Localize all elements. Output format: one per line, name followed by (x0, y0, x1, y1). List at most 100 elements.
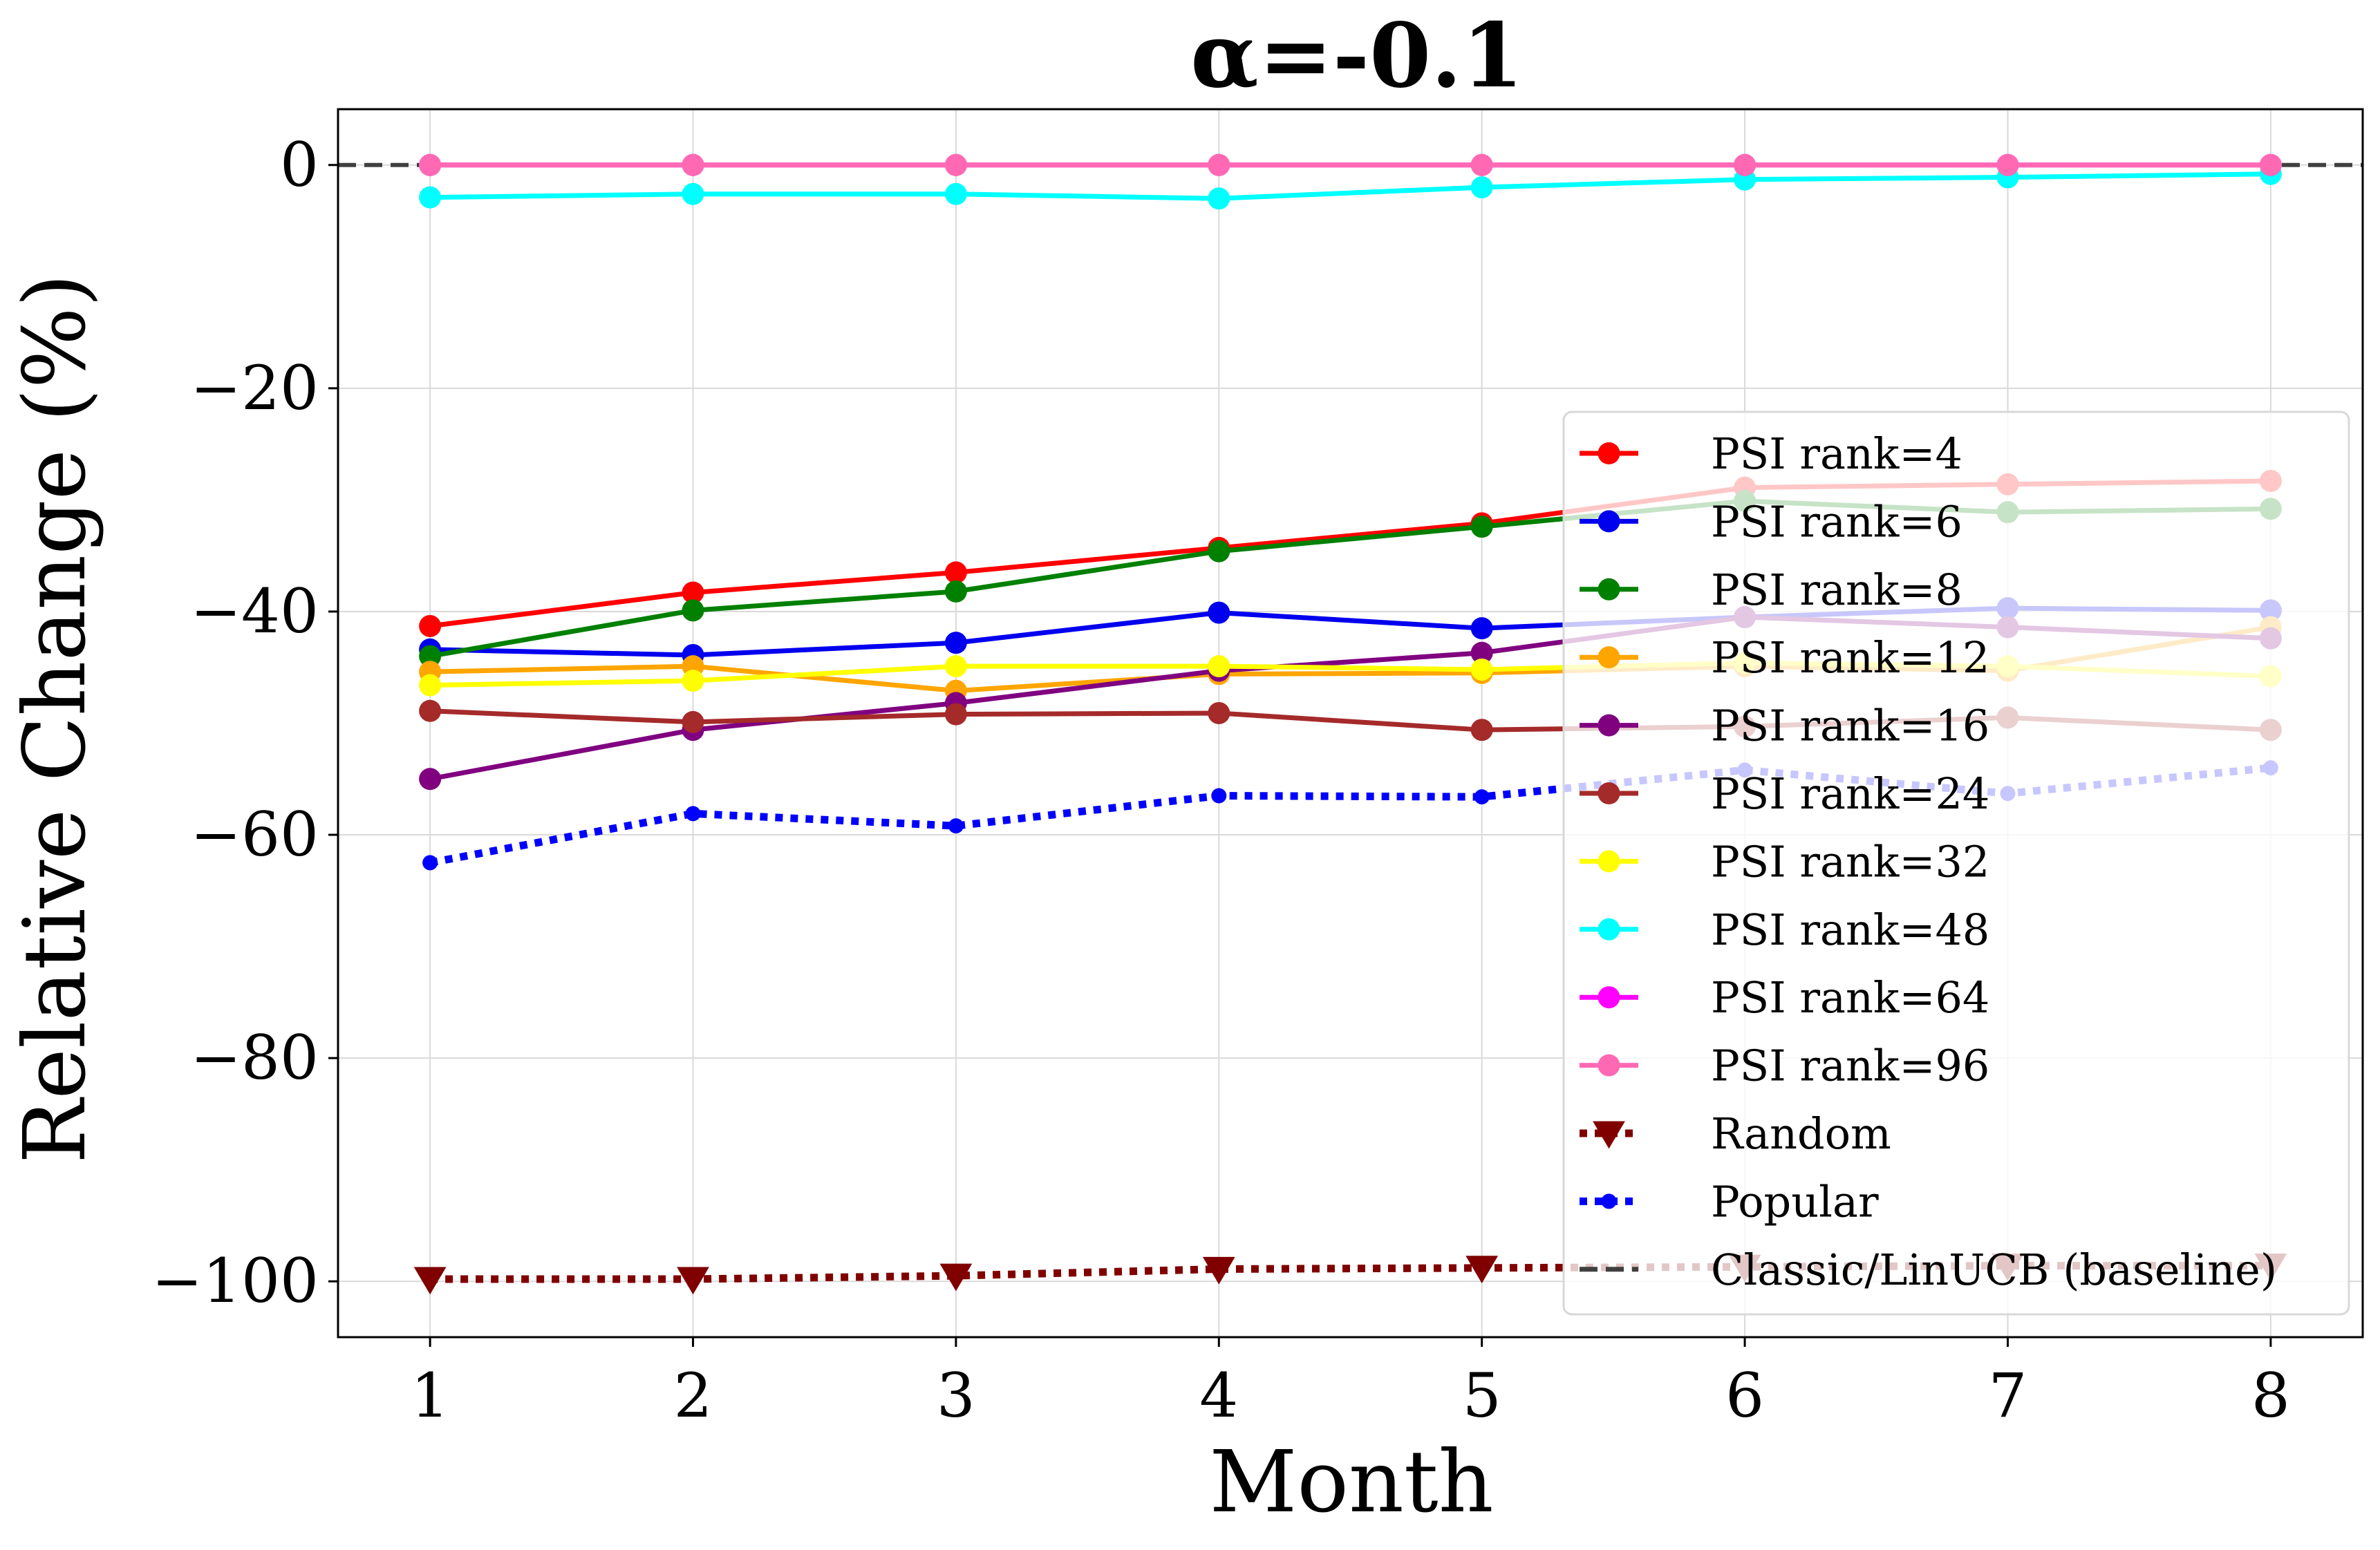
series-line-psi-rank-48 (430, 171, 2271, 201)
data-point (682, 670, 704, 692)
data-point (419, 614, 442, 637)
data-point (1597, 714, 1620, 737)
data-point (944, 655, 967, 678)
legend-item: PSI rank=64 (1580, 972, 1989, 1023)
data-point (1470, 617, 1493, 640)
x-tick-label: 2 (674, 1360, 713, 1431)
legend-label: Classic/LinUCB (baseline) (1711, 1245, 2277, 1295)
data-point (1593, 1121, 1625, 1149)
x-tick-label: 6 (1725, 1360, 1764, 1431)
legend-label: PSI rank=16 (1711, 701, 1989, 751)
y-tick-label: −100 (151, 1245, 319, 1316)
data-point (944, 703, 967, 726)
data-point (1597, 850, 1620, 873)
data-point (1597, 782, 1620, 804)
legend-item: PSI rank=24 (1580, 768, 1989, 819)
data-point (1202, 1256, 1235, 1285)
data-point (1465, 1256, 1499, 1284)
legend-item: PSI rank=12 (1580, 632, 1989, 683)
data-point (682, 182, 704, 205)
data-point (1597, 646, 1620, 669)
data-point (944, 580, 967, 603)
data-point (1470, 516, 1493, 538)
legend-label: PSI rank=8 (1711, 565, 1962, 615)
data-point (1996, 153, 2019, 176)
legend-label: PSI rank=4 (1711, 428, 1962, 479)
data-point (1597, 986, 1620, 1009)
legend-label: PSI rank=64 (1711, 972, 1989, 1023)
x-tick-label: 7 (1988, 1360, 2027, 1431)
data-point (1470, 641, 1493, 664)
legend-item: PSI rank=96 (1580, 1041, 1989, 1091)
data-point (1208, 187, 1230, 210)
data-point (682, 153, 704, 176)
legend-label: PSI rank=48 (1711, 905, 1989, 955)
data-point (1208, 601, 1230, 624)
legend-label: PSI rank=6 (1711, 496, 1962, 547)
x-tick-label: 5 (1463, 1360, 1501, 1431)
data-point (948, 818, 964, 834)
data-point (1208, 655, 1230, 678)
legend-item: PSI rank=8 (1580, 565, 1962, 615)
legend-item: Popular (1580, 1176, 1879, 1227)
x-axis-title: Month (1209, 1433, 1493, 1532)
data-point (682, 599, 704, 622)
data-point (1597, 442, 1620, 464)
data-point (1597, 578, 1620, 601)
data-point (419, 674, 442, 697)
data-point (1734, 153, 1756, 176)
data-point (419, 186, 442, 209)
plot-frame (337, 108, 2364, 1339)
data-point (677, 1267, 709, 1295)
y-tick-label: −60 (190, 799, 319, 870)
y-tick-label: −20 (190, 352, 319, 424)
data-point (1208, 540, 1230, 563)
legend: PSI rank=4 PSI rank=6 PSI rank=8 PSI rank=1… (1562, 410, 2350, 1316)
data-point (1470, 153, 1493, 176)
data-point (1601, 1193, 1617, 1209)
data-point (944, 632, 967, 654)
legend-item: PSI rank=16 (1580, 701, 1989, 751)
data-point (419, 645, 442, 668)
y-axis-title: Relative Change (%) (6, 274, 105, 1164)
data-point (1470, 658, 1493, 681)
data-point (419, 153, 442, 176)
data-point (422, 855, 438, 871)
data-point (1470, 719, 1493, 741)
data-point (413, 1267, 447, 1295)
x-tick-label: 1 (411, 1360, 449, 1431)
data-point (1597, 1054, 1620, 1077)
legend-item: PSI rank=48 (1580, 905, 1989, 955)
data-point (682, 710, 704, 733)
legend-label: PSI rank=32 (1711, 836, 1989, 887)
legend-label: PSI rank=24 (1711, 768, 1989, 819)
data-point (944, 561, 967, 584)
x-tick-label: 8 (2251, 1360, 2290, 1431)
data-point (1474, 789, 1490, 805)
x-tick-label: 3 (937, 1360, 975, 1431)
legend-label: PSI rank=96 (1711, 1041, 1989, 1091)
legend-label: Random (1711, 1108, 1891, 1159)
legend-item: PSI rank=32 (1580, 836, 1989, 887)
x-tick-label: 4 (1199, 1360, 1238, 1431)
data-point (1470, 176, 1493, 199)
data-point (939, 1263, 973, 1292)
y-tick-label: −80 (190, 1022, 319, 1093)
data-point (2259, 153, 2282, 176)
legend-item: PSI rank=6 (1580, 496, 1962, 547)
legend-item: Random (1580, 1108, 1891, 1159)
series-psi-rank-96 (419, 153, 2282, 176)
chart-title: α=-0.1 (1190, 4, 1524, 108)
data-point (944, 153, 967, 176)
data-point (682, 581, 704, 604)
data-point (1208, 153, 1230, 176)
data-point (1211, 788, 1227, 804)
y-tick-label: 0 (280, 129, 319, 200)
y-axis-ticks: 0 −20 −40 −60 −80 −100 (151, 129, 338, 1316)
legend-item: Classic/LinUCB (baseline) (1580, 1245, 2277, 1295)
y-tick-label: −40 (190, 576, 319, 647)
legend-item: PSI rank=4 (1580, 428, 1962, 479)
data-point (1597, 510, 1620, 533)
data-point (944, 182, 967, 205)
series-psi-rank-48 (419, 162, 2282, 210)
